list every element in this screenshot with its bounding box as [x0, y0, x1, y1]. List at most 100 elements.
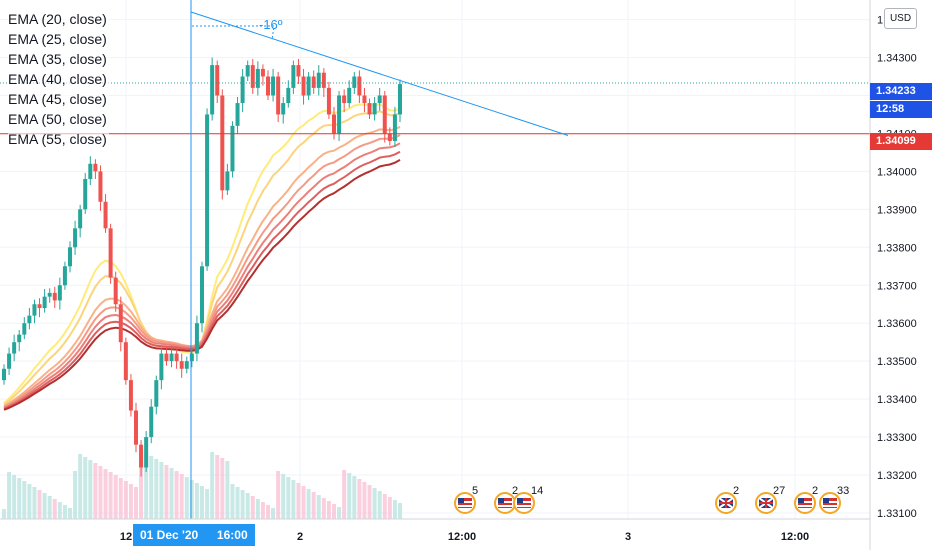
legend-ema-50[interactable]: EMA (50, close) [8, 109, 109, 129]
volume-bar [62, 505, 67, 519]
candle-body [235, 103, 240, 126]
flag-canton [798, 498, 804, 503]
candle-body [301, 76, 306, 96]
volume-bar [184, 477, 189, 519]
candle-body [37, 304, 42, 309]
flag-canton [498, 498, 504, 503]
event-markers[interactable]: 5 2 14 2 27 2 33 [454, 485, 849, 514]
price-tick-label: 1.33300 [877, 432, 917, 444]
legend-ema-55[interactable]: EMA (55, close) [8, 129, 109, 149]
candle-body [306, 76, 311, 96]
volume-bar [296, 483, 301, 519]
ema-ribbon [3, 103, 401, 411]
time-axis[interactable]: 12 2 12:00 3 12:00 [120, 531, 809, 543]
flag-stripe [498, 501, 512, 503]
candle-body [27, 315, 32, 324]
volume-bar [398, 503, 402, 519]
volume-bar [235, 487, 240, 519]
candle-body [149, 406, 154, 438]
candle-body [326, 87, 331, 115]
candle-body [398, 84, 402, 115]
volume-bar [245, 493, 250, 519]
candle-body [189, 353, 194, 362]
candle-body [321, 72, 326, 88]
candle-body [32, 304, 37, 316]
volume-bar [113, 475, 118, 519]
price-tick-label: 1.33700 [877, 280, 917, 292]
volume-bar [326, 501, 331, 519]
volume-bar [164, 465, 169, 519]
crosshair-time-tag: 01 Dec '20 16:00 [133, 524, 255, 546]
volume-bar [179, 474, 184, 519]
volume-bar [189, 480, 194, 519]
volume-bar [128, 484, 133, 519]
price-tick-label: 1.33200 [877, 470, 917, 482]
candle-body [88, 163, 93, 179]
volume-bar [337, 507, 342, 519]
flag-canton [458, 498, 464, 503]
candle-body [367, 103, 372, 115]
candle-body [245, 65, 250, 77]
volume-bar [260, 502, 265, 519]
candle-body [271, 76, 276, 96]
volume-bar [17, 478, 22, 519]
candle-body [2, 368, 6, 381]
candle-body [73, 228, 78, 248]
candle-body [220, 95, 225, 191]
volume-bar [372, 488, 377, 519]
candle-body [347, 87, 352, 104]
candle-body [47, 292, 52, 297]
candle-body [352, 76, 357, 88]
candle-body [68, 247, 72, 267]
candle-body [134, 410, 138, 445]
trend-line[interactable] [190, 11, 569, 136]
candle-body [98, 171, 103, 202]
candle-body [83, 178, 88, 210]
volume-bar [332, 504, 336, 519]
legend-ema-35[interactable]: EMA (35, close) [8, 49, 109, 69]
legend-ema-45[interactable]: EMA (45, close) [8, 89, 109, 109]
candle-body [42, 296, 47, 309]
price-tick-label: 1.33500 [877, 356, 917, 368]
volume-bar [108, 472, 113, 519]
price-tick-label: 1.34300 [877, 53, 917, 65]
volume-bar [291, 480, 296, 519]
flag-stripe [458, 505, 472, 507]
candle-body [230, 125, 235, 172]
volume-bar [159, 462, 164, 519]
candle-body [103, 201, 108, 229]
volume-bar [174, 471, 179, 519]
legend-ema-25[interactable]: EMA (25, close) [8, 29, 109, 49]
candle-body [382, 95, 387, 134]
currency-button[interactable]: USD [884, 8, 917, 29]
volume-bar [286, 477, 291, 519]
event-count-label: 33 [837, 485, 849, 497]
candle-body [57, 285, 62, 301]
volume-bar [83, 457, 88, 519]
candle-body [118, 304, 123, 343]
volume-bar [306, 489, 311, 519]
volume-bar [271, 508, 276, 519]
candle-body [179, 361, 184, 369]
current-price-tag: 1.34233 [870, 83, 932, 100]
volume-bar [215, 455, 220, 519]
volume-bar [139, 450, 144, 519]
candle-body [332, 114, 336, 134]
candle-body [362, 95, 367, 104]
candle-body [164, 353, 169, 362]
flag-canton [517, 498, 523, 503]
volume-bar [22, 481, 27, 519]
legend-ema-40[interactable]: EMA (40, close) [8, 69, 109, 89]
volume-bar [57, 502, 62, 519]
flag-canton [823, 498, 829, 503]
candle-body [200, 266, 204, 324]
volume-bar [210, 452, 215, 519]
candle-body [159, 353, 164, 381]
crosshair-time: 16:00 [216, 528, 248, 542]
ema-line [3, 159, 401, 411]
volume-bar [78, 454, 83, 519]
volume-bar [98, 466, 103, 519]
legend-ema-20[interactable]: EMA (20, close) [8, 9, 109, 29]
volume-bar [2, 509, 6, 519]
